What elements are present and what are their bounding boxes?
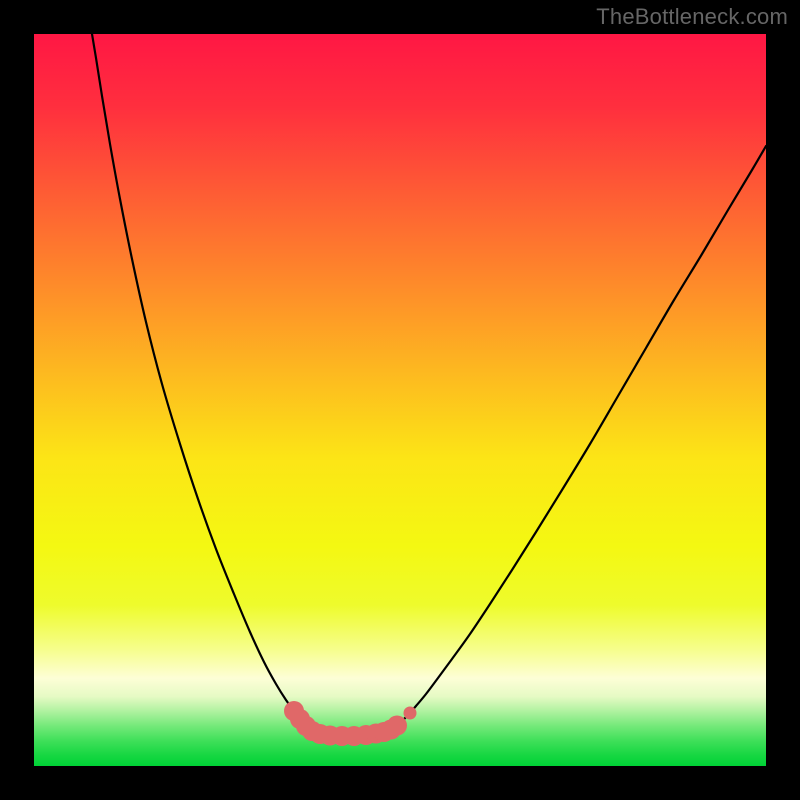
plot-background xyxy=(34,34,766,766)
chart-container: TheBottleneck.com xyxy=(0,0,800,800)
bottleneck-curve-chart xyxy=(0,0,800,800)
curve-marker xyxy=(404,707,417,720)
watermark-label: TheBottleneck.com xyxy=(596,4,788,30)
curve-marker xyxy=(387,716,407,736)
